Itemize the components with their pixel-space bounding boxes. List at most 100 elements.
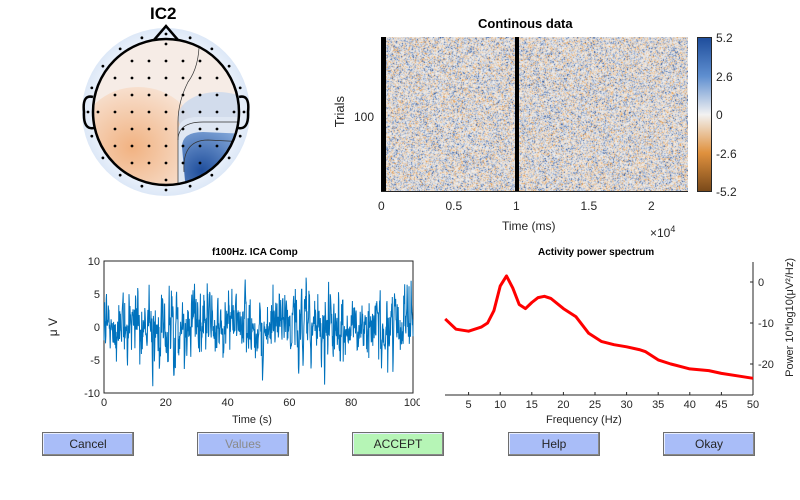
colorbar-tick: 2.6: [716, 69, 733, 84]
electrode: [101, 156, 105, 160]
activity-title: f100Hz. ICA Comp: [212, 247, 298, 258]
electrode: [164, 110, 168, 114]
electrode: [181, 59, 185, 63]
electrode: [198, 93, 202, 97]
spectrum-ytick: 0: [758, 277, 764, 289]
electrode: [113, 110, 117, 114]
electrode: [147, 59, 151, 63]
exponent-power: 4: [670, 224, 676, 234]
electrode: [181, 127, 185, 131]
spectrum-xtick: 40: [684, 399, 696, 411]
boundary-marker: [515, 37, 519, 191]
electrode: [164, 76, 168, 80]
electrode: [147, 110, 151, 114]
activity-xtick: 40: [221, 397, 233, 409]
electrode: [130, 93, 134, 97]
electrode: [113, 127, 117, 131]
boundary-marker: [381, 37, 386, 191]
spectrum-curve: [444, 274, 754, 380]
activity-ytick: 5: [94, 289, 100, 301]
electrode: [242, 110, 246, 114]
activity-xlabel: Time (s): [232, 414, 272, 426]
electrode: [181, 76, 185, 80]
electrode: [164, 32, 168, 36]
image-xtick: 2: [648, 199, 655, 213]
electrode: [215, 144, 219, 148]
spectrum-xtick: 30: [620, 399, 632, 411]
okay-button[interactable]: Okay: [663, 432, 755, 456]
electrode: [164, 127, 168, 131]
exponent-base: ×10: [650, 226, 671, 240]
electrode: [232, 110, 236, 114]
spectrum-ylabel: Power 10*log10(μV²/Hz): [784, 258, 796, 377]
spectrum-ytick: -10: [758, 318, 774, 330]
help-button[interactable]: Help: [508, 432, 600, 456]
activity-ytick: -5: [90, 355, 100, 367]
electrode: [198, 76, 202, 80]
activity-xtick: 100: [404, 397, 420, 409]
continuous-data-image: [381, 37, 688, 192]
electrode: [188, 36, 192, 40]
electrode: [130, 144, 134, 148]
topoplot-title: IC2: [150, 4, 177, 23]
activity-xtick: 20: [160, 397, 172, 409]
spectrum-xtick: 45: [715, 399, 727, 411]
image-xtick: 1.5: [580, 199, 598, 213]
electrode: [181, 144, 185, 148]
electrode: [198, 127, 202, 131]
electrode: [198, 110, 202, 114]
spectrum-xlabel: Frequency (Hz): [546, 414, 622, 426]
electrode: [164, 144, 168, 148]
accept-button[interactable]: ACCEPT: [352, 432, 444, 456]
image-x-exponent: ×104: [650, 224, 675, 240]
activity-plot: 0 20 40 60 80 100 10 5 0 -5 -10: [84, 256, 420, 409]
topoplot-head: [82, 24, 250, 196]
electrode: [227, 156, 231, 160]
electrode: [147, 161, 151, 165]
electrode: [96, 110, 100, 114]
electrode: [140, 36, 144, 40]
image-title: Continous data: [478, 16, 573, 31]
electrode: [215, 76, 219, 80]
electrode: [164, 59, 168, 63]
image-ytick: 100: [354, 110, 375, 124]
spectrum-title: Activity power spectrum: [538, 247, 655, 258]
electrode: [147, 127, 151, 131]
electrode: [227, 64, 231, 68]
spectrum-xtick: 25: [589, 399, 601, 411]
electrode: [101, 64, 105, 68]
electrode: [147, 144, 151, 148]
electrode: [130, 127, 134, 131]
electrode: [181, 161, 185, 165]
values-button[interactable]: Values: [197, 432, 289, 456]
colorbar-tick: -2.6: [716, 146, 737, 161]
electrode: [90, 86, 94, 90]
colorbar: [697, 37, 712, 192]
electrode: [118, 173, 122, 177]
electrode: [147, 93, 151, 97]
activity-ytick: 10: [88, 256, 100, 268]
activity-ytick: 0: [94, 322, 100, 334]
electrode: [238, 86, 242, 90]
colorbar-tick: 5.2: [716, 31, 733, 45]
image-xtick: 0: [378, 199, 385, 213]
image-xtick: 1: [513, 199, 520, 213]
electrode: [113, 93, 117, 97]
electrode: [215, 127, 219, 131]
activity-ytick: -10: [84, 388, 100, 400]
cancel-button[interactable]: Cancel: [42, 432, 134, 456]
spectrum-xtick: 10: [494, 399, 506, 411]
colorbar-tick: 0: [716, 108, 723, 122]
spectrum-ytick: -20: [758, 359, 774, 371]
electrode: [181, 110, 185, 114]
electrode: [188, 184, 192, 188]
spectrum-xtick: 20: [557, 399, 569, 411]
activity-xtick: 80: [345, 397, 357, 409]
electrode: [86, 110, 90, 114]
electrode: [113, 76, 117, 80]
image-xtick: 0.5: [445, 199, 463, 213]
spectrum-xtick: 35: [652, 399, 664, 411]
activity-trace: [103, 277, 414, 387]
activity-ylabel: μ V: [46, 318, 60, 337]
spectrum-xtick: 5: [466, 399, 472, 411]
